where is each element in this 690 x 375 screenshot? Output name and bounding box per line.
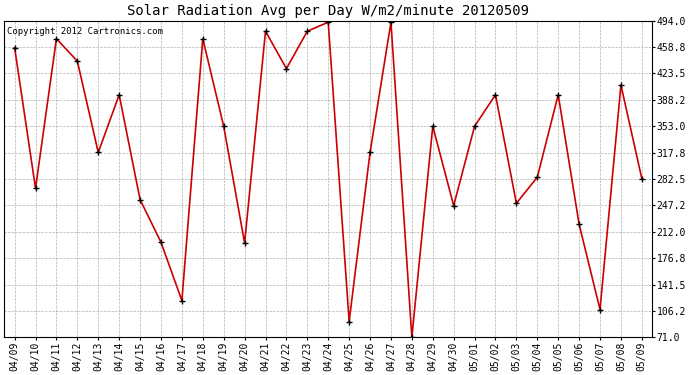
Title: Solar Radiation Avg per Day W/m2/minute 20120509: Solar Radiation Avg per Day W/m2/minute … — [127, 4, 529, 18]
Text: Copyright 2012 Cartronics.com: Copyright 2012 Cartronics.com — [8, 27, 164, 36]
